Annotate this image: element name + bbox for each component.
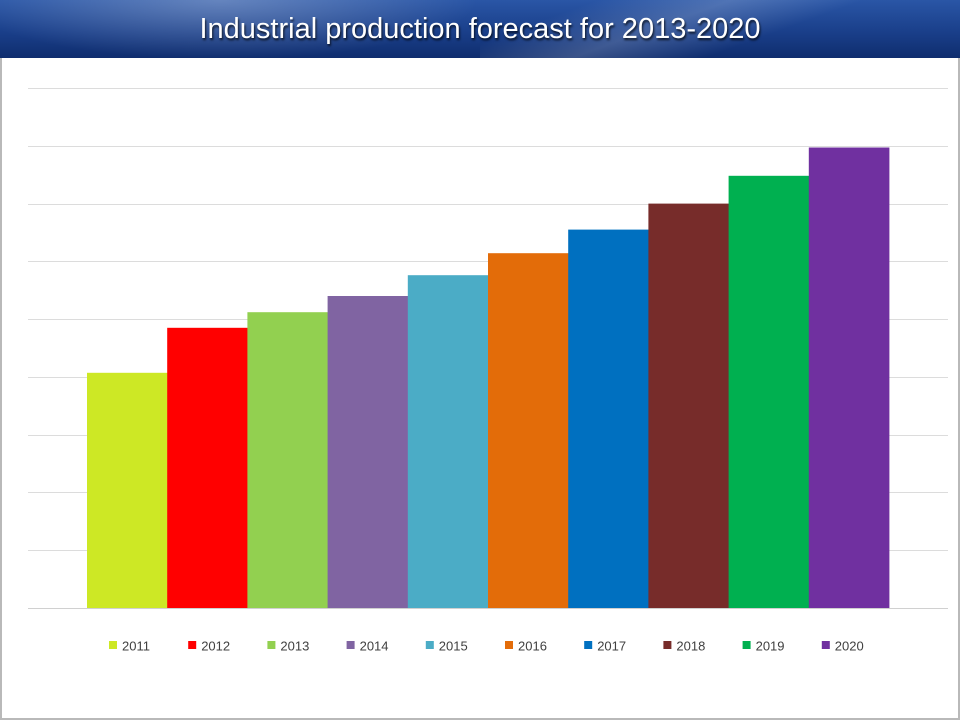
bar-2019 <box>728 175 810 609</box>
legend-label-2016: 2016 <box>518 639 547 654</box>
title-banner: Industrial production forecast for 2013-… <box>0 0 960 58</box>
legend: 2011 2012 2013 2014 2015 2016 2017 2018 2019 2020 <box>109 639 864 654</box>
legend-swatch-2015 <box>425 641 434 649</box>
legend-label-2015: 2015 <box>439 639 468 654</box>
legend-swatch-2020 <box>821 641 830 649</box>
bars <box>87 147 890 609</box>
legend-label-2017: 2017 <box>597 639 626 654</box>
chart-title: Industrial production forecast for 2013-… <box>199 13 761 45</box>
legend-swatch-2011 <box>109 641 117 649</box>
bar-2013 <box>247 312 328 608</box>
bar-2018 <box>648 203 729 608</box>
bar-2014 <box>327 296 409 608</box>
legend-label-2013: 2013 <box>280 639 309 654</box>
legend-swatch-2012 <box>188 641 197 649</box>
bar-2012 <box>167 327 248 608</box>
legend-swatch-2016 <box>505 641 513 649</box>
legend-swatch-2019 <box>742 641 751 649</box>
legend-swatch-2017 <box>584 641 593 649</box>
legend-swatch-2013 <box>267 641 276 649</box>
legend-label-2014: 2014 <box>360 639 389 654</box>
legend-swatch-2018 <box>663 641 672 649</box>
legend-swatch-2014 <box>346 641 355 649</box>
bar-2016 <box>488 253 569 608</box>
legend-label-2011: 2011 <box>122 639 150 654</box>
bar-2015 <box>407 275 489 608</box>
bar-2017 <box>568 229 649 608</box>
chart-frame <box>0 58 960 720</box>
legend-label-2019: 2019 <box>756 639 785 654</box>
legend-label-2018: 2018 <box>676 639 705 654</box>
legend-label-2012: 2012 <box>201 639 230 654</box>
bar-2011 <box>87 372 168 608</box>
legend-label-2020: 2020 <box>835 639 864 654</box>
bar-2020 <box>808 147 890 608</box>
